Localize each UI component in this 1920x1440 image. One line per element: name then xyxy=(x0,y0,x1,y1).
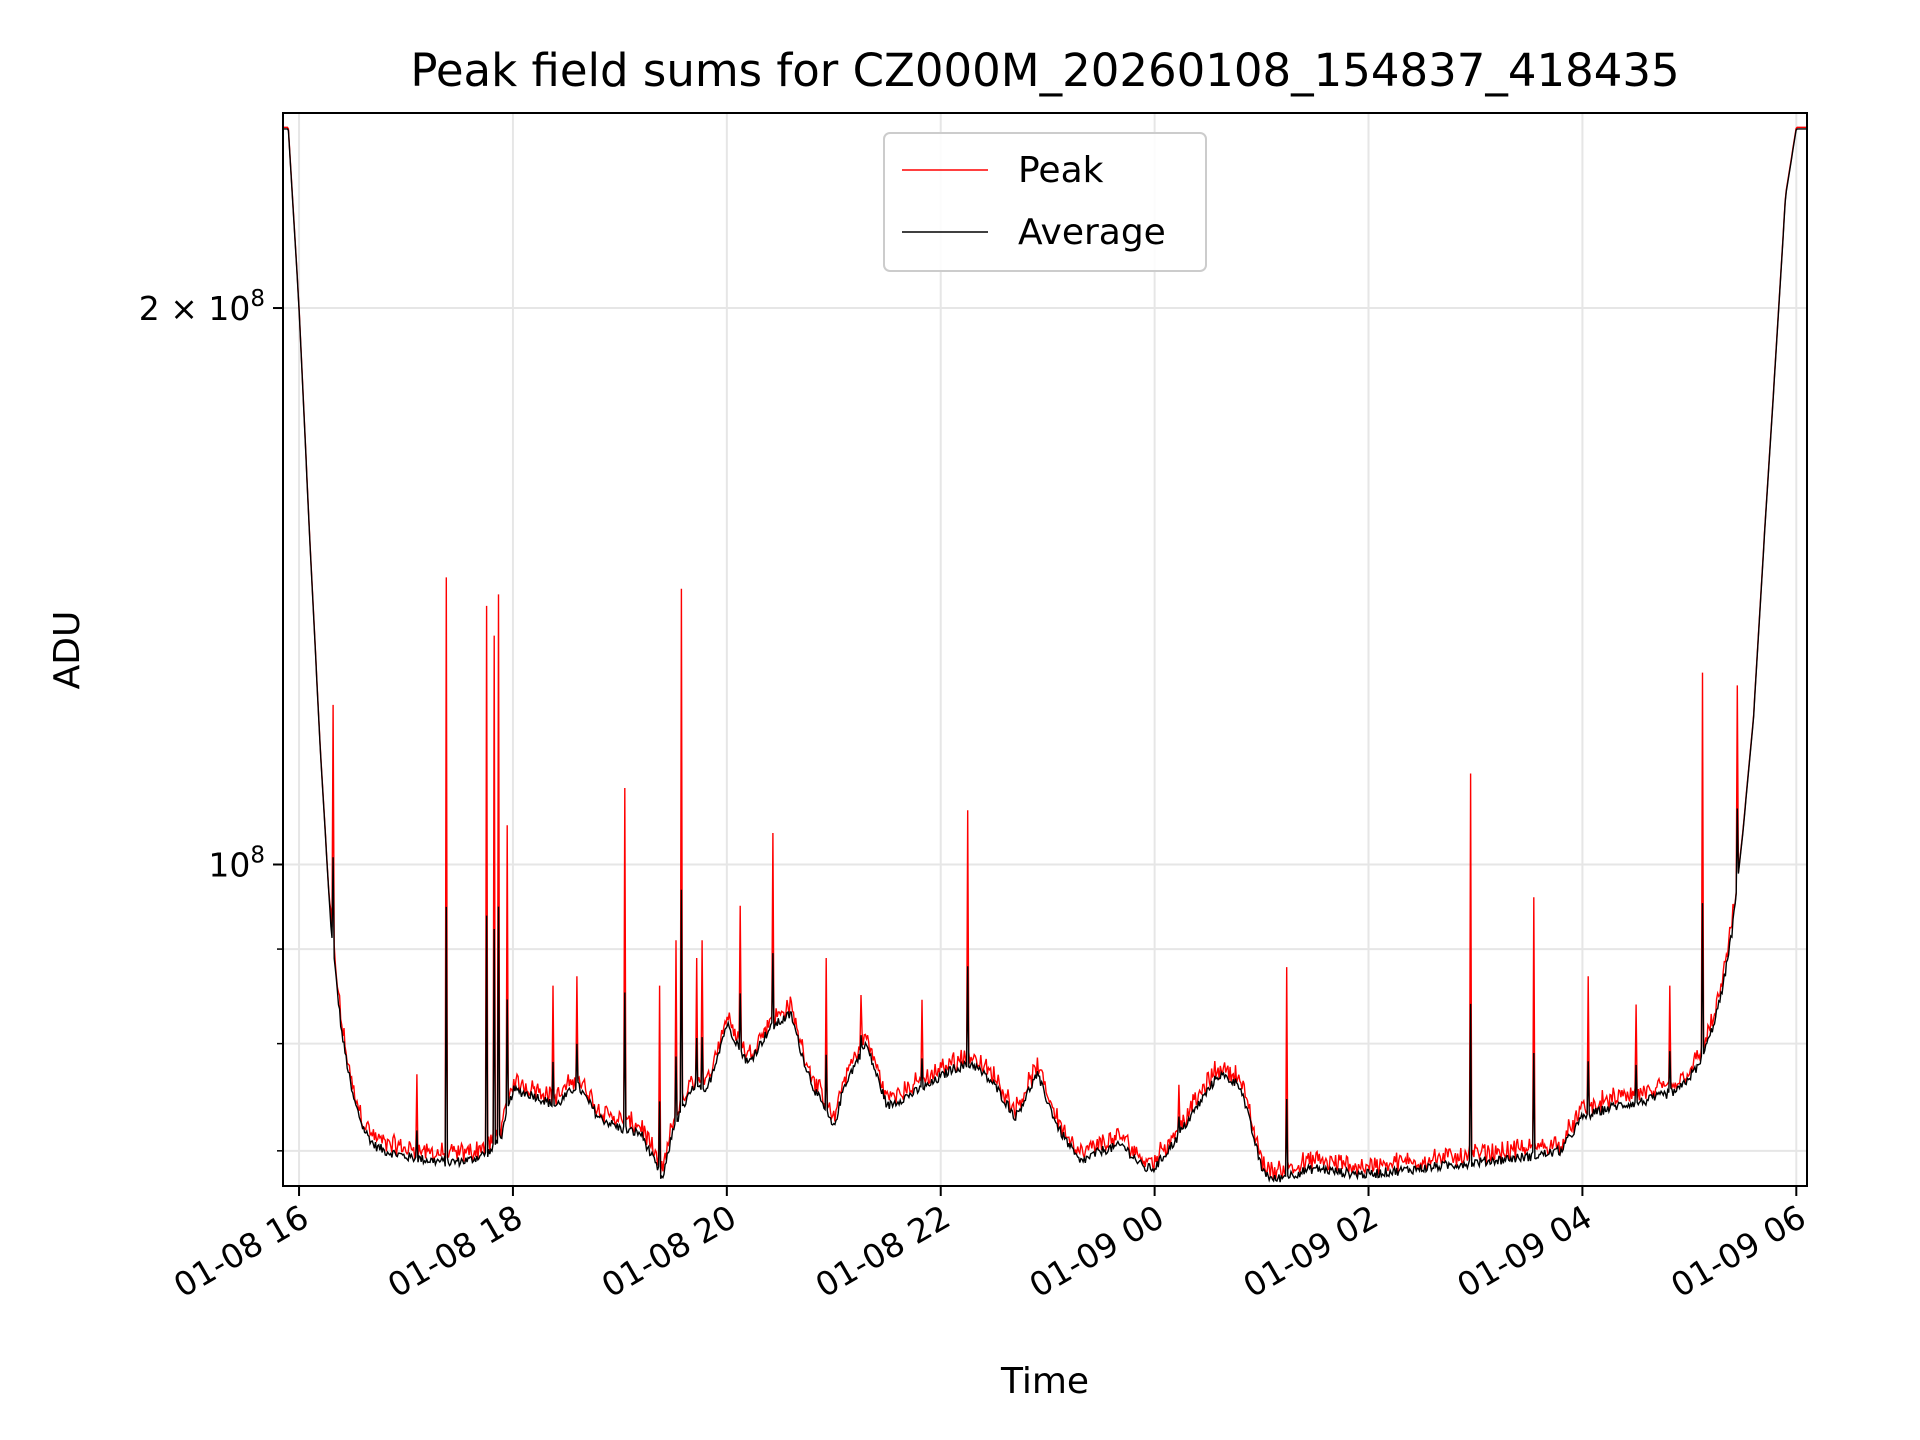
legend-box xyxy=(883,132,1207,272)
y-tick-label: 108 xyxy=(208,842,265,884)
x-axis-label: Time xyxy=(1000,1361,1089,1402)
grid-lines xyxy=(283,113,1807,1186)
y-axis-label: ADU xyxy=(47,611,88,690)
y-axis: 108 2 × 108 xyxy=(139,286,283,1152)
legend: Peak Average xyxy=(883,132,1207,272)
chart-title: Peak field sums for CZ000M_20260108_1548… xyxy=(410,44,1679,97)
legend-peak-label: Peak xyxy=(1018,150,1104,191)
peak-series-line xyxy=(283,126,1807,1181)
series-layer xyxy=(283,126,1807,1183)
y-tick-label: 2 × 108 xyxy=(139,286,265,328)
average-series-line xyxy=(283,128,1807,1183)
legend-average-label: Average xyxy=(1018,212,1166,253)
plot-frame xyxy=(282,112,1808,1187)
